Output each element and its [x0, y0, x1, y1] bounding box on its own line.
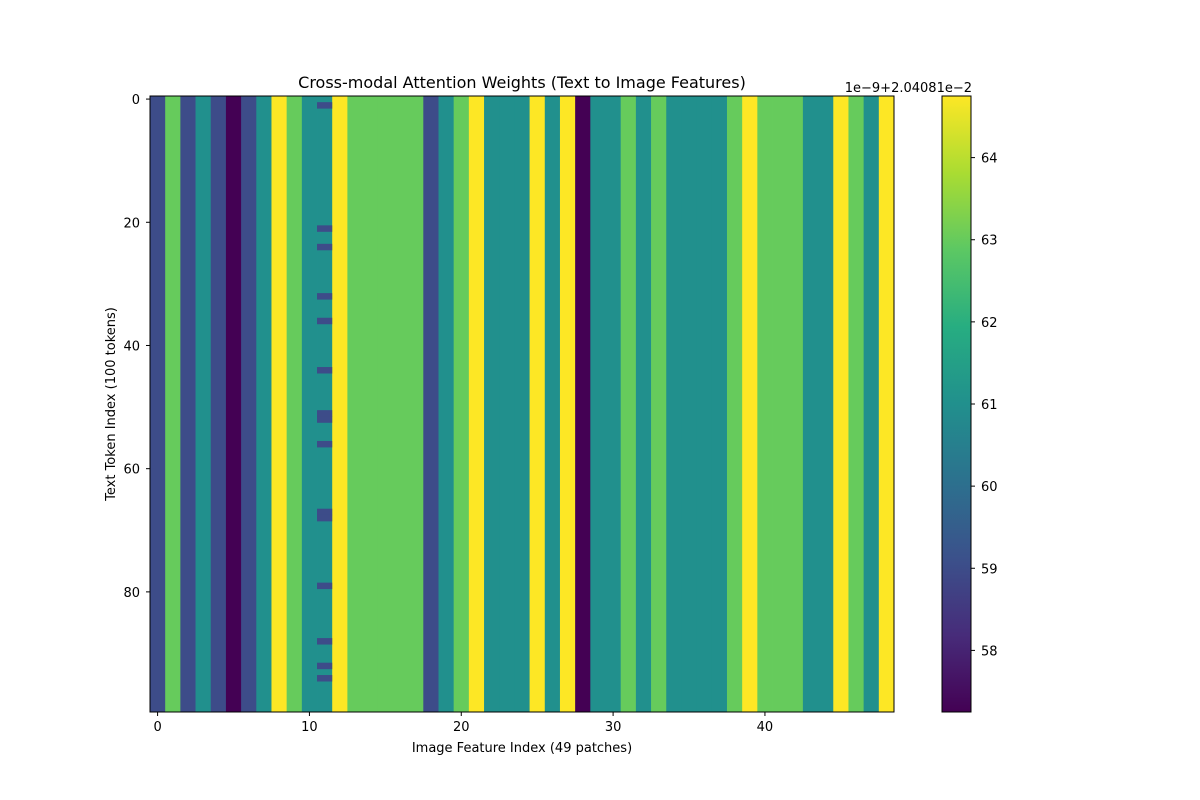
heatmap-column-25	[529, 96, 546, 712]
heatmap-column-15	[377, 96, 394, 712]
heatmap-column-1	[165, 96, 181, 712]
heatmap-column-38	[726, 96, 743, 712]
heatmap-column-20	[453, 96, 470, 712]
heatmap-column-35	[681, 96, 698, 712]
heatmap-cell-c11-r79	[317, 582, 333, 590]
colorbar-tick-label: 62	[981, 316, 998, 331]
heatmap-cell-c11-r92	[317, 662, 333, 670]
heatmap-column-14	[362, 96, 379, 712]
colorbar: 58 59 60 61 62 63 64	[941, 95, 998, 713]
heatmap-cell-c11-r56	[317, 440, 333, 448]
chart-title: Cross-modal Attention Weights (Text to I…	[298, 73, 746, 92]
heatmap-column-48	[878, 96, 895, 712]
y-tick-label: 60	[123, 463, 140, 478]
colorbar-tick-label: 60	[981, 480, 998, 495]
heatmap-column-32	[635, 96, 652, 712]
heatmap-column-26	[544, 96, 561, 712]
heatmap-column-41	[772, 96, 789, 712]
colorbar-tick-label: 61	[981, 398, 998, 413]
heatmap-column-34	[666, 96, 682, 712]
heatmap-cell-c11-r1	[317, 102, 333, 109]
heatmap-column-37	[711, 96, 728, 712]
heatmap-column-28	[575, 96, 591, 712]
y-tick-label: 20	[123, 216, 140, 231]
colorbar-tick-label: 58	[981, 644, 998, 659]
heatmap-cell-c11-r51	[317, 410, 333, 417]
heatmap-cell-c11-r67	[317, 508, 333, 516]
heatmap-column-24	[514, 96, 530, 712]
heatmap-column-13	[347, 96, 363, 712]
colorbar-gradient	[941, 95, 972, 713]
heatmap-column-27	[559, 96, 576, 712]
heatmap-cell-c11-r68	[317, 514, 333, 522]
heatmap-column-6	[241, 96, 257, 712]
heatmap-column-22	[484, 96, 500, 712]
heatmap-cell-c11-r32	[317, 293, 333, 300]
heatmap-column-31	[620, 96, 637, 712]
heatmap-column-47	[863, 96, 880, 712]
x-tick-label: 20	[453, 720, 470, 735]
heatmap-cell-c11-r94	[317, 675, 333, 682]
colorbar-tick-label: 59	[981, 562, 998, 577]
colorbar-tick-label: 64	[981, 152, 998, 167]
heatmap-column-12	[332, 96, 348, 712]
colorbar-tick-label: 63	[981, 234, 998, 249]
heatmap-column-7	[256, 96, 272, 712]
x-tick-label: 10	[301, 720, 318, 735]
heatmap-cells	[150, 96, 895, 712]
heatmap-column-39	[742, 96, 758, 712]
heatmap-column-11	[317, 96, 333, 712]
heatmap-column-5	[225, 96, 242, 712]
heatmap-column-46	[848, 96, 865, 712]
heatmap-column-42	[787, 96, 804, 712]
heatmap-column-33	[651, 96, 667, 712]
y-axis: 0 20 40 60 80	[123, 93, 150, 601]
x-tick-label: 40	[757, 720, 774, 735]
x-tick-label: 30	[605, 720, 622, 735]
y-axis-label: Text Token Index (100 tokens)	[104, 307, 119, 502]
colorbar-offset-label: 1e−9+2.04081e−2	[845, 81, 972, 96]
heatmap-column-40	[757, 96, 773, 712]
y-tick-label: 80	[123, 586, 140, 601]
heatmap-column-45	[833, 96, 849, 712]
heatmap-column-23	[499, 96, 515, 712]
heatmap-column-10	[301, 96, 318, 712]
x-tick-label: 0	[153, 720, 161, 735]
heatmap-column-29	[590, 96, 606, 712]
heatmap-cell-c11-r36	[317, 317, 333, 325]
heatmap-column-17	[408, 96, 424, 712]
y-tick-label: 40	[123, 339, 140, 354]
heatmap-column-2	[180, 96, 196, 712]
heatmap-cell-c11-r21	[317, 225, 333, 232]
heatmap-cell-c11-r24	[317, 243, 333, 251]
heatmap-column-30	[605, 96, 622, 712]
heatmap-column-18	[423, 96, 439, 712]
y-tick-label: 0	[132, 93, 140, 108]
heatmap-column-21	[468, 96, 485, 712]
heatmap-column-19	[438, 96, 455, 712]
heatmap-column-16	[392, 96, 409, 712]
heatmap-column-0	[150, 96, 166, 712]
plot-frame	[149, 95, 895, 713]
heatmap-column-9	[286, 96, 303, 712]
heatmap-column-8	[271, 96, 288, 712]
x-axis: 0 10 20 30 40	[153, 712, 773, 735]
heatmap-column-36	[696, 96, 713, 712]
heatmap-column-4	[210, 96, 227, 712]
heatmap-column-44	[818, 96, 834, 712]
heatmap-cell-c11-r88	[317, 638, 333, 645]
heatmap-column-43	[802, 96, 819, 712]
heatmap-column-3	[195, 96, 212, 712]
x-axis-label: Image Feature Index (49 patches)	[412, 741, 632, 756]
heatmap-cell-c11-r44	[317, 367, 333, 374]
heatmap-cell-c11-r52	[317, 416, 333, 423]
